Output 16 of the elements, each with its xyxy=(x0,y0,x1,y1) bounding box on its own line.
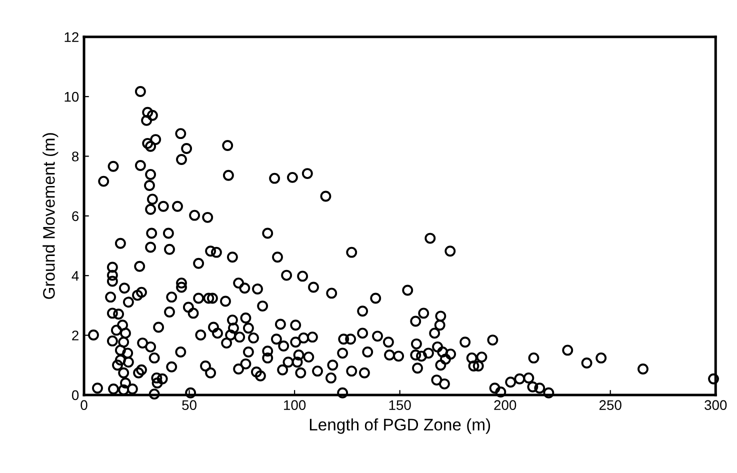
x-tick-label: 150 xyxy=(389,400,411,410)
y-tick-label: 2 xyxy=(72,330,78,340)
y-tick-label: 10 xyxy=(64,92,79,102)
x-tick-label: 0 xyxy=(80,400,88,410)
y-tick-label: 12 xyxy=(64,32,78,42)
y-tick-label: 4 xyxy=(72,271,79,281)
x-tick-label: 300 xyxy=(704,400,727,410)
x-tick-label: 50 xyxy=(182,400,196,410)
x-axis-title: Length of PGD Zone (m) xyxy=(310,418,490,434)
y-axis-title: Ground Movement (m) xyxy=(42,133,58,299)
x-tick-label: 250 xyxy=(599,400,622,410)
x-tick-label: 100 xyxy=(284,400,306,410)
y-tick-label: 8 xyxy=(72,152,79,162)
y-tick-label: 6 xyxy=(72,211,79,222)
y-tick-label: 0 xyxy=(72,390,79,400)
x-tick-label: 200 xyxy=(494,400,516,410)
